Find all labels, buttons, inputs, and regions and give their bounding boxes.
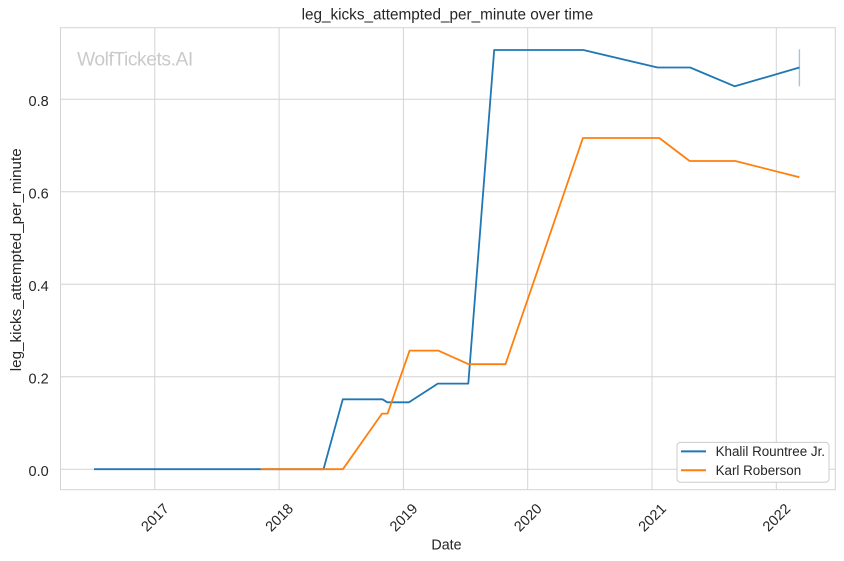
svg-text:0.2: 0.2 [29,372,49,388]
svg-text:0.4: 0.4 [29,279,49,295]
svg-text:0.6: 0.6 [29,187,49,203]
svg-text:0.8: 0.8 [29,94,49,110]
svg-text:leg_kicks_attempted_per_minute: leg_kicks_attempted_per_minute over time [302,6,594,23]
svg-text:Date: Date [431,538,461,554]
svg-text:Karl Roberson: Karl Roberson [716,463,802,478]
svg-text:leg_kicks_attempted_per_minute: leg_kicks_attempted_per_minute [8,148,25,371]
svg-text:Khalil Rountree Jr.: Khalil Rountree Jr. [716,444,825,459]
svg-text:0.0: 0.0 [29,464,49,480]
svg-text:WolfTickets.AI: WolfTickets.AI [77,50,193,71]
